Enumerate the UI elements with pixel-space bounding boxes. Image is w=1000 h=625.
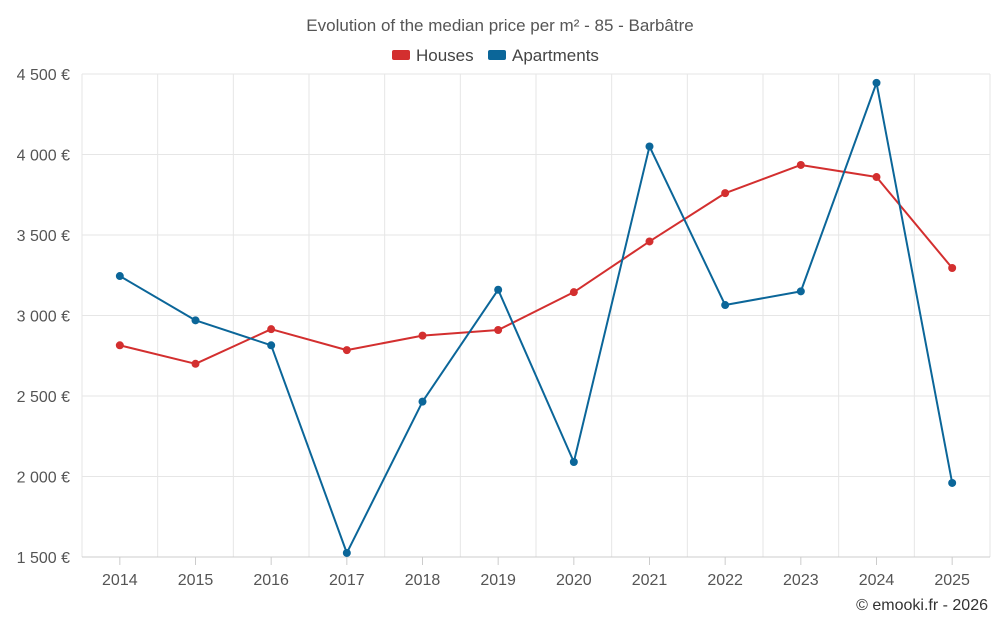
apartments-point-2020[interactable] (569, 458, 578, 467)
apartments-point-2019[interactable] (494, 285, 503, 294)
series-houses (115, 160, 957, 368)
x-tick-label: 2022 (707, 572, 743, 589)
y-tick-label: 2 000 € (17, 470, 70, 487)
apartments-point-2023[interactable] (796, 287, 805, 296)
houses-point-2018[interactable] (418, 331, 427, 340)
x-tick-label: 2020 (556, 572, 592, 589)
houses-point-2023[interactable] (796, 160, 805, 169)
x-tick-label: 2019 (480, 572, 516, 589)
apartments-point-2017[interactable] (342, 548, 351, 557)
axes: 1 500 € 2 000 € 2 500 € 3 000 € 3 500 € 4 000… (17, 67, 990, 589)
x-tick-label: 2021 (632, 572, 668, 589)
x-tick-label: 2018 (405, 572, 441, 589)
x-tick-label: 2015 (178, 572, 214, 589)
houses-point-2025[interactable] (948, 264, 957, 273)
legend-item-apartments[interactable]: Apartments (488, 46, 599, 65)
legend-item-houses[interactable]: Houses (392, 46, 474, 65)
houses-point-2016[interactable] (267, 325, 276, 334)
apartments-line (119, 81, 954, 554)
legend: Houses Apartments (392, 46, 599, 65)
legend-label: Houses (416, 46, 474, 65)
y-tick-label: 3 500 € (17, 228, 70, 245)
series-lines (115, 78, 957, 557)
x-tick-label: 2014 (102, 572, 138, 589)
chart-title: Evolution of the median price per m² - 8… (306, 16, 693, 35)
x-tick-label: 2023 (783, 572, 819, 589)
y-tick-label: 4 500 € (17, 67, 70, 84)
x-tick-label: 2025 (934, 572, 970, 589)
x-tick-label: 2016 (253, 572, 289, 589)
apartments-point-2015[interactable] (191, 316, 200, 325)
houses-point-2015[interactable] (191, 359, 200, 368)
y-tick-label: 4 000 € (17, 148, 70, 165)
x-tick-label: 2017 (329, 572, 365, 589)
apartments-point-2018[interactable] (418, 397, 427, 406)
legend-swatch (488, 50, 506, 60)
legend-label: Apartments (512, 46, 599, 65)
apartments-point-2025[interactable] (948, 478, 957, 487)
series-apartments (115, 78, 957, 557)
houses-point-2020[interactable] (569, 288, 578, 297)
credit-text: © emooki.fr - 2026 (856, 597, 988, 614)
x-tick-label: 2024 (859, 572, 895, 589)
y-tick-label: 3 000 € (17, 309, 70, 326)
houses-point-2022[interactable] (721, 189, 730, 198)
houses-line (119, 163, 953, 365)
houses-point-2014[interactable] (115, 341, 124, 350)
apartments-point-2016[interactable] (267, 341, 276, 350)
grid-lines (81, 73, 991, 557)
apartments-point-2022[interactable] (721, 301, 730, 310)
y-tick-label: 1 500 € (17, 550, 70, 567)
houses-point-2024[interactable] (872, 173, 881, 182)
apartments-point-2024[interactable] (872, 78, 881, 87)
houses-point-2017[interactable] (342, 346, 351, 355)
houses-point-2019[interactable] (494, 325, 503, 334)
apartments-point-2021[interactable] (645, 142, 654, 151)
apartments-point-2014[interactable] (115, 272, 124, 281)
houses-point-2021[interactable] (645, 237, 654, 246)
y-tick-label: 2 500 € (17, 389, 70, 406)
legend-swatch (392, 50, 410, 60)
